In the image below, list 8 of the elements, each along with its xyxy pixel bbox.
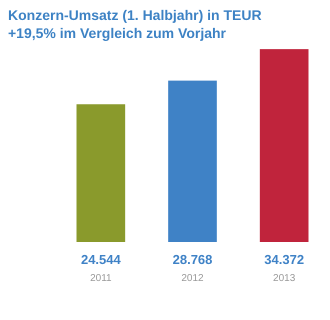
x-tick-label: 2013 — [273, 272, 296, 284]
x-tick-label: 2011 — [90, 272, 112, 284]
chart-subtitle: +19,5% im Vergleich zum Vorjahr — [8, 24, 227, 42]
data-label: 28.768 — [172, 252, 212, 268]
data-label: 24.544 — [80, 252, 122, 268]
data-label: 34.372 — [264, 252, 304, 268]
x-tick-label: 2012 — [181, 272, 204, 284]
chart-title: Konzern-Umsatz (1. Halbjahr) in TEUR — [8, 6, 263, 24]
